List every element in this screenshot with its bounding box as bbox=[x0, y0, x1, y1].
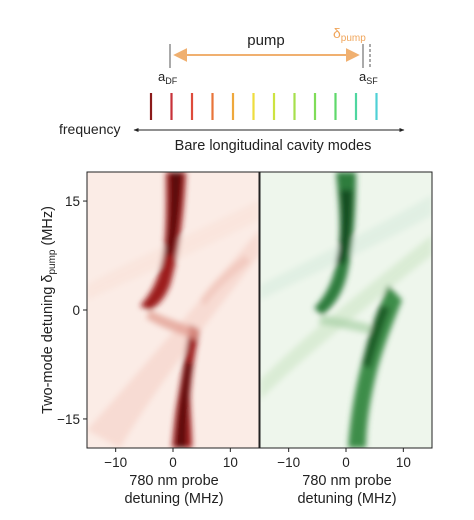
y-tick-label: 0 bbox=[72, 303, 80, 318]
left-heatmap-features bbox=[87, 172, 259, 448]
right-x-axis-label-line1: 780 nm probe bbox=[302, 473, 391, 489]
x-tick-label: −10 bbox=[104, 455, 127, 470]
left-x-axis-label-line2: detuning (MHz) bbox=[124, 491, 223, 507]
x-tick-label: 0 bbox=[342, 455, 350, 470]
axis-ticks: −10 0 10 15 0 −15 −10 0 10 bbox=[57, 194, 411, 470]
a-sf-label: aSF bbox=[359, 69, 378, 86]
cavity-mode-lines bbox=[149, 93, 378, 120]
y-tick-label: 15 bbox=[65, 194, 80, 209]
right-heatmap-features bbox=[260, 172, 432, 448]
delta-pump-label: δpump bbox=[333, 25, 366, 44]
x-tick-label: 10 bbox=[223, 455, 238, 470]
a-df-label: aDF bbox=[158, 69, 178, 86]
x-tick-label: 10 bbox=[396, 455, 411, 470]
left-heatmap bbox=[86, 171, 260, 449]
mode-schematic: pump δpump aDF aSF frequency Bare longit… bbox=[59, 25, 405, 154]
pump-label: pump bbox=[247, 32, 285, 49]
y-axis-label: Two-mode detuning δpump (MHz) bbox=[40, 206, 58, 414]
x-tick-label: 0 bbox=[169, 455, 177, 470]
right-x-axis-label-line2: detuning (MHz) bbox=[297, 491, 396, 507]
right-heatmap bbox=[259, 171, 433, 449]
x-tick-label: −10 bbox=[277, 455, 300, 470]
frequency-label: frequency bbox=[59, 121, 120, 137]
modes-label: Bare longitudinal cavity modes bbox=[175, 138, 372, 154]
y-tick-label: −15 bbox=[57, 412, 80, 427]
left-x-axis-label-line1: 780 nm probe bbox=[129, 473, 218, 489]
